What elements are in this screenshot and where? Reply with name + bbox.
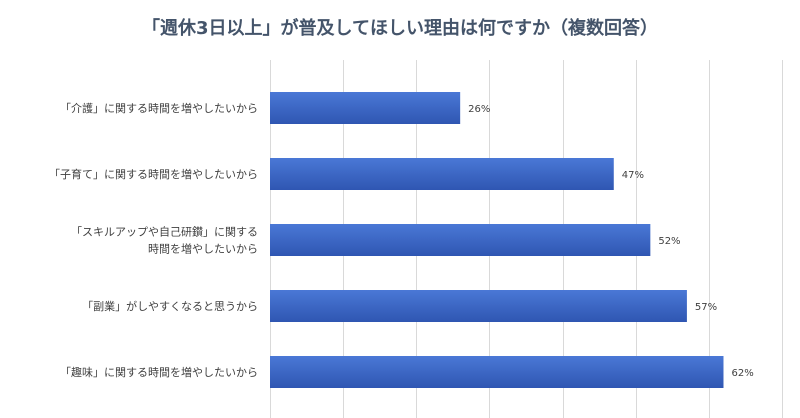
chart-title: 「週休3日以上」が普及してほしい理由は何ですか（複数回答） xyxy=(142,18,658,39)
value-label: 57% xyxy=(695,302,717,313)
category-label: 「趣味」に関する時間を増やしたいから xyxy=(60,365,258,379)
bar-2 xyxy=(270,158,614,190)
bar-1 xyxy=(270,92,461,124)
category-label: 「副業」がしやすくなると思うから xyxy=(82,299,258,313)
value-label: 47% xyxy=(622,170,644,181)
value-label: 62% xyxy=(731,368,753,379)
category-label: 「子育て」に関する時間を増やしたいから xyxy=(49,167,258,181)
category-label: 「スキルアップや自己研鑚」に関する時間を増やしたいから xyxy=(71,226,258,256)
value-label: 26% xyxy=(468,104,490,115)
value-label: 52% xyxy=(658,236,680,247)
bar-4 xyxy=(270,290,687,322)
category-label: 「介護」に関する時間を増やしたいから xyxy=(60,101,258,115)
bar-5 xyxy=(270,356,724,388)
bar-3 xyxy=(270,224,651,256)
